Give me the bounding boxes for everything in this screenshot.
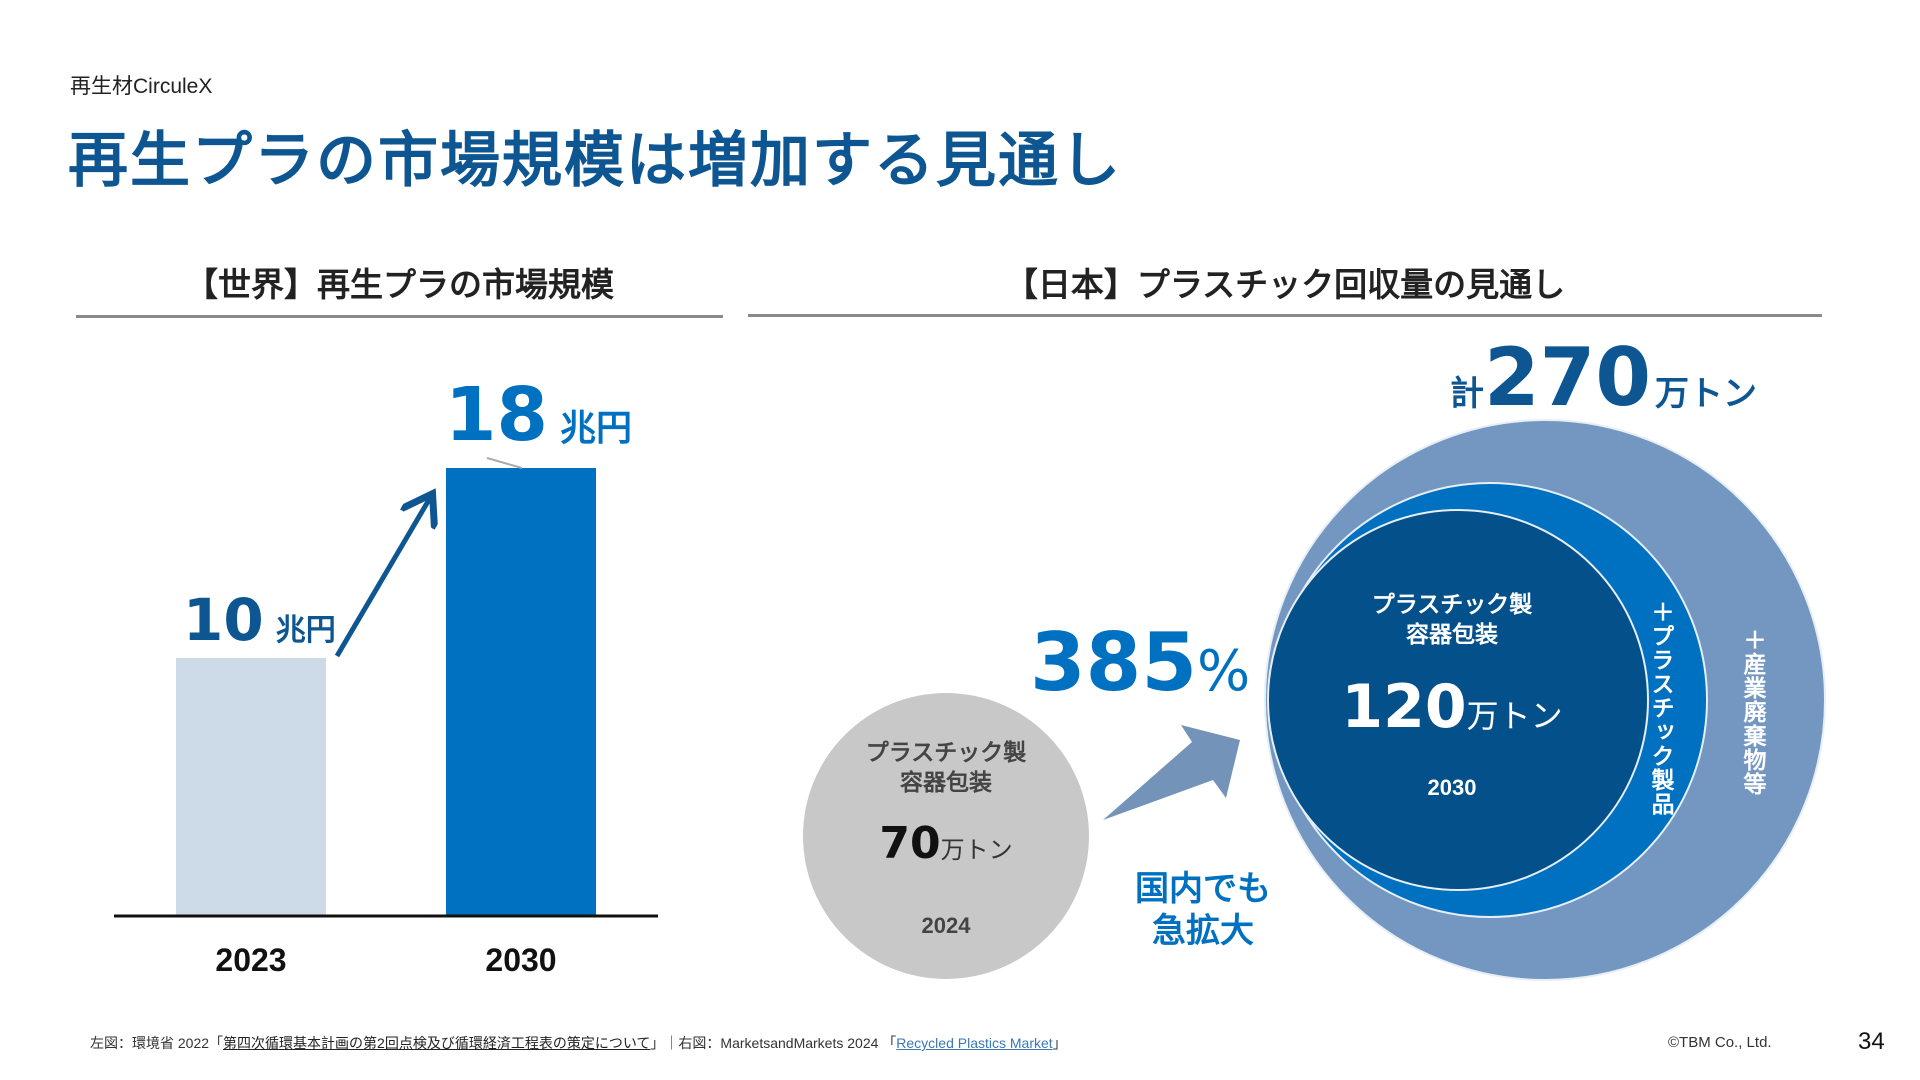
value-number: 120: [1341, 672, 1466, 742]
section-divider-right: [748, 314, 1822, 317]
x-tick-2030: 2030: [485, 942, 556, 978]
footnote-right-prefix: 」｜右図：MarketsandMarkets 2024 「: [650, 1035, 897, 1051]
total-value: 270: [1484, 331, 1651, 424]
footnote-left-prefix: 左図：環境省 2022「: [90, 1035, 224, 1051]
growth-arrow-icon: [334, 498, 430, 658]
bar-chart: 10 兆円 18 兆円 2023 2030: [114, 372, 658, 978]
growth-arrow-shape-icon: [1103, 725, 1240, 820]
label-plus-products: ＋プラスチック製品: [1647, 600, 1676, 816]
x-tick-2023: 2023: [215, 942, 286, 978]
circle-containers-2024: [803, 693, 1089, 979]
footnote-suffix: 」: [1052, 1035, 1067, 1051]
bar-value-number: 10: [183, 586, 264, 654]
bar-2023: [176, 658, 326, 916]
total-prefix: 計: [1450, 374, 1484, 414]
circle-2024-label-line2: 容器包装: [900, 769, 992, 796]
circle-2030-year: 2030: [1428, 775, 1477, 800]
total-label: 計270 万トン: [1450, 331, 1757, 424]
value-number: 70: [879, 818, 940, 869]
growth-value: 385: [1030, 616, 1197, 709]
section-divider-left: [76, 315, 723, 318]
circle-2024-year: 2024: [922, 913, 972, 938]
circle-2030-label-line1: プラスチック製: [1372, 591, 1533, 618]
circle-2024-label-line1: プラスチック製: [866, 739, 1027, 766]
circle-2030-value: 120万トン: [1341, 672, 1562, 742]
bar-value-2023: 10 兆円: [183, 586, 336, 654]
source-link-moe[interactable]: 第四次循環基本計画の第2回点検及び循環経済工程表の策定について: [223, 1035, 651, 1051]
copyright: ©TBM Co., Ltd.: [1668, 1034, 1772, 1051]
bar-2030: [446, 468, 596, 916]
growth-unit: %: [1197, 639, 1250, 704]
section-title-japan: 【日本】プラスチック回収量の見通し: [1004, 265, 1566, 304]
eyebrow-label: 再生材CirculeX: [70, 75, 213, 98]
value-unit: 万トン: [941, 836, 1013, 864]
source-link-marketsandmarkets[interactable]: Recycled Plastics Market: [896, 1035, 1053, 1051]
bar-value-unit: 兆円: [560, 408, 632, 449]
total-unit: 万トン: [1655, 374, 1757, 414]
bar-value-unit: 兆円: [276, 613, 336, 648]
circle-2030-label-line2: 容器包装: [1406, 621, 1498, 648]
value-leader-line: [486, 457, 523, 469]
label-plus-industrial: ＋産業廃棄物等: [1739, 628, 1768, 796]
section-title-world: 【世界】再生プラの市場規模: [185, 265, 614, 304]
page-title: 再生プラの市場規模は増加する見通し: [68, 126, 1122, 196]
bar-value-number: 18: [445, 372, 548, 458]
circle-2024-value: 70万トン: [879, 818, 1012, 869]
growth-rate: 385%: [1030, 616, 1250, 709]
bar-value-2030: 18 兆円: [445, 372, 632, 458]
bubble-chart: 計270 万トン プラスチック製 容器包装 120万トン 2030 ＋プラスチック…: [803, 331, 1826, 981]
value-unit: 万トン: [1467, 697, 1563, 735]
source-footnote: 左図：環境省 2022「第四次循環基本計画の第2回点検及び循環経済工程表の策定に…: [90, 1033, 1067, 1053]
circle-containers-2030: [1267, 509, 1649, 891]
growth-caption-line1: 国内でも: [1135, 869, 1271, 909]
page-number: 34: [1858, 1028, 1885, 1055]
growth-caption-line2: 急拡大: [1152, 911, 1254, 951]
